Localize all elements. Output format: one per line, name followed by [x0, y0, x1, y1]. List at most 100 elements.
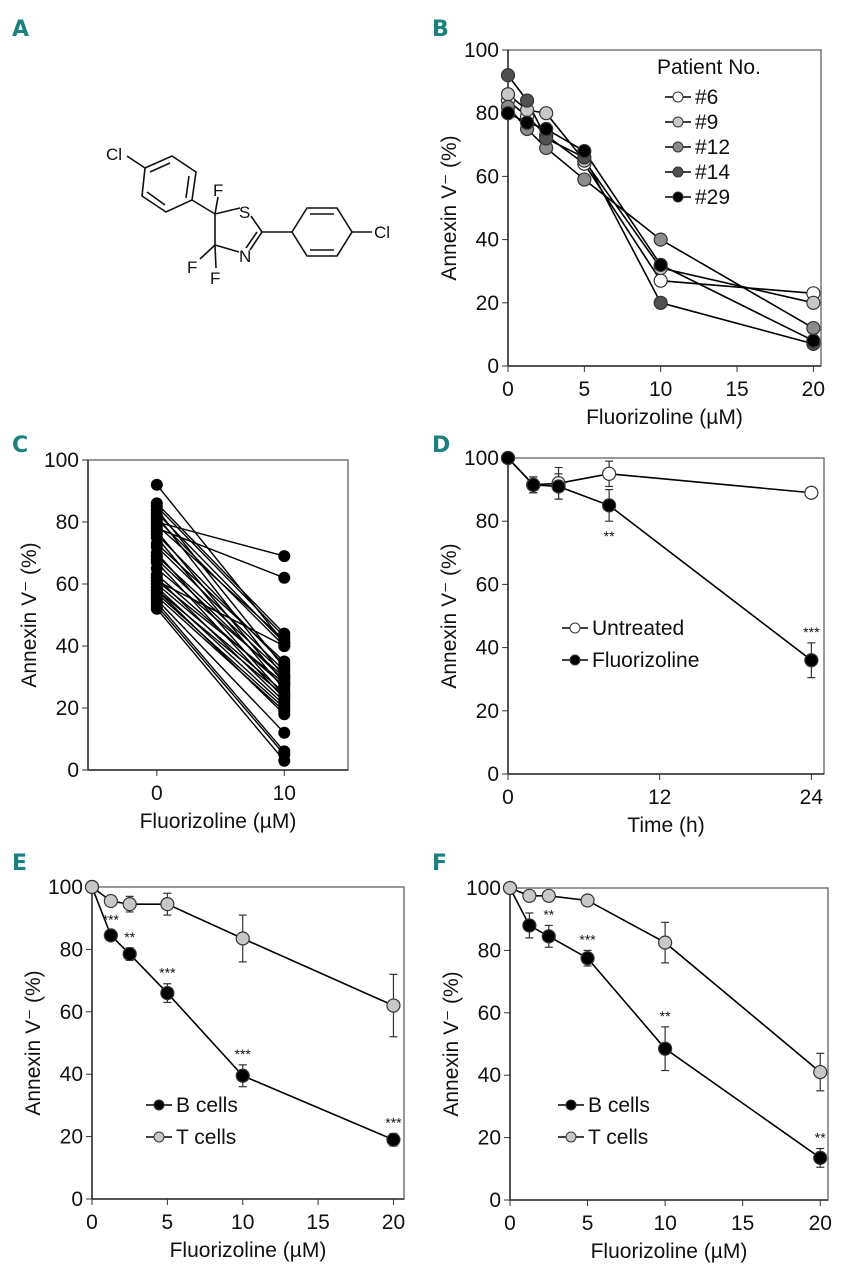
y-tick-label: 20: [476, 700, 499, 723]
data-point: [519, 93, 535, 108]
legend-item: Untreated: [562, 617, 684, 640]
significance-marker: **: [543, 906, 554, 922]
y-tick-label: 60: [476, 573, 499, 596]
data-point: [813, 1064, 828, 1080]
significance-marker: **: [604, 528, 615, 544]
pair-line: [156, 558, 285, 681]
y-tick-label: 0: [489, 1189, 501, 1212]
x-tick-label: 0: [502, 786, 514, 809]
data-point: [522, 918, 537, 933]
x-tick-label: 20: [382, 1211, 405, 1234]
data-point: [602, 466, 617, 481]
data-point: [804, 485, 819, 500]
x-tick-label: 0: [504, 1212, 516, 1235]
legend-label: T cells: [176, 1126, 236, 1149]
significance-marker: **: [815, 1130, 826, 1146]
y-tick-label: 40: [478, 1064, 501, 1087]
legend-marker: [565, 1099, 577, 1111]
pair-line: [156, 595, 285, 712]
y-tick-label: 20: [478, 1127, 501, 1150]
x-axis-title: Fluorizoline (µM): [586, 406, 743, 429]
series-line-0: [91, 886, 394, 1141]
legend-marker: [672, 141, 684, 153]
data-point: [278, 726, 291, 739]
data-point: [500, 106, 516, 121]
data-point: [539, 121, 554, 137]
data-point: [539, 106, 554, 121]
pair-line: [156, 502, 285, 635]
data-point: [103, 893, 118, 909]
data-point: [278, 550, 291, 563]
data-point: [653, 257, 668, 272]
x-axis-title: Fluorizoline (µM): [591, 1240, 748, 1263]
pair-line: [156, 592, 285, 709]
data-point: [500, 68, 516, 83]
data-point: [500, 450, 516, 466]
x-tick-label: 20: [809, 1212, 832, 1235]
significance-marker: **: [124, 929, 135, 945]
legend-marker: [672, 116, 684, 128]
y-axis-title: Annexin V⁻ (%): [438, 543, 461, 688]
y-tick-label: 60: [60, 1001, 83, 1024]
data-point: [551, 479, 566, 494]
x-tick-label: 0: [502, 378, 514, 401]
data-point: [580, 951, 595, 966]
data-point: [653, 295, 668, 310]
data-point: [526, 477, 541, 492]
y-tick-label: 0: [67, 759, 79, 782]
x-tick-label: 15: [725, 378, 748, 401]
significance-marker: ***: [159, 965, 176, 981]
y-tick-label: 60: [478, 1002, 501, 1025]
y-tick-label: 100: [48, 876, 83, 899]
data-point: [150, 584, 163, 597]
panel-label-c: C: [12, 433, 28, 458]
data-point: [150, 478, 163, 491]
data-point: [150, 574, 163, 587]
atom-f-bottom: F: [210, 269, 220, 288]
legend-item: #6: [665, 86, 718, 109]
legend-marker: [672, 166, 684, 178]
data-point: [150, 537, 163, 550]
y-tick-label: 0: [487, 763, 499, 786]
pair-line: [156, 574, 285, 687]
panel-label-f: F: [432, 851, 447, 876]
y-tick-label: 20: [56, 697, 79, 720]
significance-marker: ***: [385, 1114, 402, 1130]
legend-marker: [565, 1131, 577, 1143]
pair-line: [156, 589, 285, 715]
x-tick-label: 0: [86, 1211, 98, 1234]
x-tick-label: 15: [731, 1212, 754, 1235]
data-point: [804, 653, 819, 668]
legend-label: Untreated: [592, 617, 684, 640]
atom-s: S: [239, 203, 250, 222]
significance-marker: ***: [579, 931, 596, 947]
data-point: [278, 754, 291, 767]
y-tick-label: 20: [476, 292, 499, 315]
atom-f-left: F: [187, 258, 197, 277]
data-point: [160, 897, 175, 912]
y-tick-label: 40: [476, 229, 499, 252]
y-axis-title: Annexin V⁻ (%): [440, 971, 463, 1116]
x-axis-title: Fluorizoline (µM): [170, 1239, 327, 1262]
x-tick-label: 0: [151, 782, 163, 805]
data-point: [386, 1132, 401, 1147]
data-point: [500, 87, 516, 102]
data-point: [806, 333, 821, 348]
y-axis-title: Annexin V⁻ (%): [18, 542, 41, 687]
x-tick-label: 10: [273, 782, 296, 805]
legend-item: B cells: [558, 1094, 650, 1117]
pair-line: [156, 583, 285, 694]
data-point: [580, 893, 595, 908]
data-point: [653, 232, 668, 247]
legend-label: #14: [695, 161, 730, 184]
pair-line: [156, 506, 285, 638]
x-tick-label: 15: [306, 1211, 329, 1234]
chart-panel-f: 0 20 40 60 80 100 0 5 10 15 20 Fluorizoline (µM) Ann…: [440, 877, 832, 1263]
y-tick-label: 80: [60, 938, 83, 961]
pair-line: [156, 580, 285, 684]
legend-label: #6: [695, 86, 718, 109]
data-point: [541, 888, 556, 903]
data-point: [278, 571, 291, 584]
y-tick-label: 40: [56, 635, 79, 658]
pair-line: [156, 567, 285, 678]
